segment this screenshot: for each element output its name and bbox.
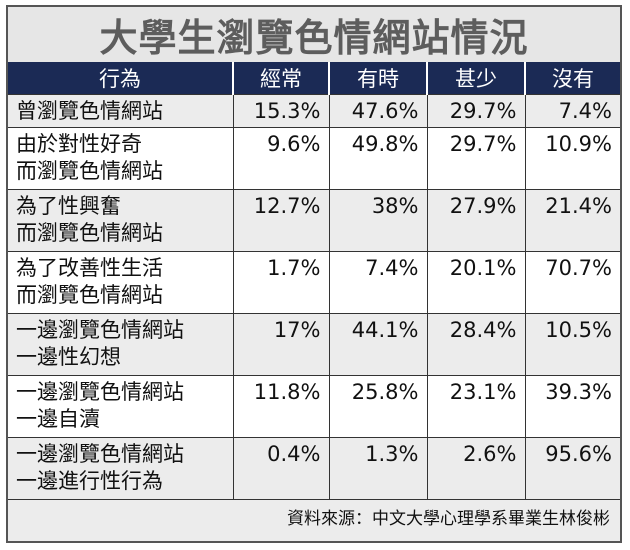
value-cell: 49.8%	[329, 127, 428, 190]
column-header-behavior: 行為	[8, 62, 234, 95]
row-label: 由於對性好奇 而瀏覽色情網站	[8, 127, 234, 190]
value-cell: 27.9%	[427, 189, 526, 252]
value-cell: 12.7%	[233, 189, 330, 252]
value-cell: 29.7%	[427, 94, 526, 128]
value-cell: 10.5%	[525, 313, 620, 376]
table-row: 一邊瀏覽色情網站 一邊進行性行為 0.4% 1.3% 2.6% 95.6%	[8, 437, 620, 499]
column-header-often: 經常	[233, 62, 330, 95]
table-row: 一邊瀏覽色情網站 一邊性幻想 17% 44.1% 28.4% 10.5%	[8, 313, 620, 376]
row-label-line: 為了改善性生活	[16, 256, 163, 280]
row-label-line: 一邊性幻想	[16, 345, 121, 369]
row-label-line: 一邊自瀆	[16, 407, 100, 431]
table-row: 由於對性好奇 而瀏覽色情網站 9.6% 49.8% 29.7% 10.9%	[8, 127, 620, 190]
value-cell: 1.3%	[329, 437, 428, 499]
row-label-line: 一邊瀏覽色情網站	[16, 318, 184, 342]
data-table: 行為 經常 有時 甚少 沒有 曾瀏覽色情網站 15.3% 47.6% 29.7% 7.4…	[8, 62, 620, 499]
value-cell: 29.7%	[427, 127, 526, 190]
row-label-line: 一邊進行性行為	[16, 469, 163, 493]
value-cell: 2.6%	[427, 437, 526, 499]
row-label: 為了改善性生活 而瀏覽色情網站	[8, 251, 234, 314]
value-cell: 0.4%	[233, 437, 330, 499]
row-label-line: 而瀏覽色情網站	[16, 221, 163, 245]
value-cell: 11.8%	[233, 375, 330, 438]
row-label: 一邊瀏覽色情網站 一邊自瀆	[8, 375, 234, 438]
row-label-line: 而瀏覽色情網站	[16, 283, 163, 307]
value-cell: 28.4%	[427, 313, 526, 376]
source-note: 資料來源：中文大學心理學系畢業生林俊彬	[8, 499, 620, 532]
column-header-seldom: 甚少	[427, 62, 526, 95]
table-frame: 大學生瀏覽色情網站情況 行為 經常 有時 甚少 沒有 曾瀏覽色情網站 15.3% 4…	[6, 5, 622, 543]
value-cell: 17%	[233, 313, 330, 376]
value-cell: 44.1%	[329, 313, 428, 376]
row-label-line: 而瀏覽色情網站	[16, 159, 163, 183]
value-cell: 70.7%	[525, 251, 620, 314]
row-label: 一邊瀏覽色情網站 一邊進行性行為	[8, 437, 234, 499]
row-label: 一邊瀏覽色情網站 一邊性幻想	[8, 313, 234, 376]
table-row: 一邊瀏覽色情網站 一邊自瀆 11.8% 25.8% 23.1% 39.3%	[8, 375, 620, 438]
value-cell: 38%	[329, 189, 428, 252]
table-row: 曾瀏覽色情網站 15.3% 47.6% 29.7% 7.4%	[8, 94, 620, 128]
value-cell: 1.7%	[233, 251, 330, 314]
row-label-line: 為了性興奮	[16, 194, 121, 218]
value-cell: 10.9%	[525, 127, 620, 190]
value-cell: 21.4%	[525, 189, 620, 252]
value-cell: 9.6%	[233, 127, 330, 190]
row-label-line: 一邊瀏覽色情網站	[16, 442, 184, 466]
header-row: 行為 經常 有時 甚少 沒有	[8, 62, 620, 95]
column-header-sometimes: 有時	[329, 62, 428, 95]
chart-title: 大學生瀏覽色情網站情況	[8, 7, 620, 62]
value-cell: 7.4%	[329, 251, 428, 314]
value-cell: 25.8%	[329, 375, 428, 438]
value-cell: 23.1%	[427, 375, 526, 438]
row-label-line: 曾瀏覽色情網站	[16, 99, 163, 123]
row-label-line: 一邊瀏覽色情網站	[16, 380, 184, 404]
table-row: 為了性興奮 而瀏覽色情網站 12.7% 38% 27.9% 21.4%	[8, 189, 620, 252]
value-cell: 20.1%	[427, 251, 526, 314]
table-body: 曾瀏覽色情網站 15.3% 47.6% 29.7% 7.4% 由於對性好奇 而瀏覽色情網站 9…	[8, 94, 620, 499]
value-cell: 95.6%	[525, 437, 620, 499]
value-cell: 7.4%	[525, 94, 620, 128]
value-cell: 39.3%	[525, 375, 620, 438]
row-label-line: 由於對性好奇	[16, 132, 142, 156]
row-label: 曾瀏覽色情網站	[8, 94, 234, 128]
table-row: 為了改善性生活 而瀏覽色情網站 1.7% 7.4% 20.1% 70.7%	[8, 251, 620, 314]
value-cell: 47.6%	[329, 94, 428, 128]
row-label: 為了性興奮而瀏覽色情網站	[8, 189, 234, 252]
value-cell: 15.3%	[233, 94, 330, 128]
column-header-never: 沒有	[525, 62, 620, 95]
